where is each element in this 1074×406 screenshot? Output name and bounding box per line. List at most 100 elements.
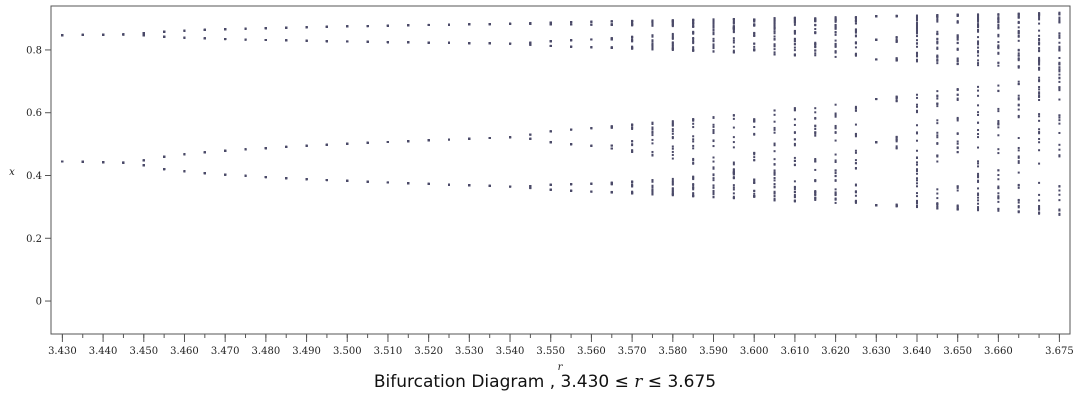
data-point	[1017, 137, 1020, 140]
data-point	[854, 18, 857, 21]
x-tick-label: 3.430	[48, 346, 77, 357]
data-point	[712, 18, 715, 21]
data-point	[977, 23, 980, 26]
data-point	[692, 162, 695, 165]
data-point	[366, 180, 369, 183]
data-point	[977, 15, 980, 18]
data-point	[895, 100, 898, 103]
data-point	[671, 19, 674, 22]
data-point	[793, 194, 796, 197]
data-point	[977, 40, 980, 43]
data-point	[977, 50, 980, 53]
data-point	[977, 89, 980, 92]
data-point	[814, 134, 817, 137]
data-point	[834, 103, 837, 106]
data-point	[773, 53, 776, 56]
data-point	[1058, 11, 1061, 14]
data-point	[956, 58, 959, 61]
data-point	[671, 23, 674, 26]
data-point	[915, 206, 918, 209]
data-point	[977, 51, 980, 54]
data-point	[692, 42, 695, 45]
data-point	[671, 47, 674, 50]
chart-title: Bifurcation Diagram , 3.430 ≤ r ≤ 3.675	[0, 372, 1074, 392]
data-point	[773, 22, 776, 24]
data-point	[1038, 128, 1041, 131]
data-point	[915, 60, 918, 63]
data-point	[753, 48, 756, 51]
data-point	[1038, 132, 1041, 135]
data-point	[997, 126, 1000, 129]
data-point	[671, 193, 674, 196]
data-point	[997, 44, 1000, 47]
x-tick-label: 3.630	[862, 346, 891, 357]
data-point	[834, 201, 837, 204]
data-point	[651, 179, 654, 182]
data-point	[834, 197, 837, 200]
data-point	[488, 23, 491, 26]
data-point	[997, 148, 1000, 151]
data-point	[529, 187, 532, 190]
data-point	[712, 139, 715, 142]
data-point	[1017, 206, 1020, 209]
data-point	[895, 39, 898, 42]
data-point	[854, 191, 857, 194]
data-point	[753, 153, 756, 156]
data-point	[1038, 91, 1041, 94]
data-point	[692, 19, 695, 22]
data-point	[732, 168, 735, 171]
data-point	[854, 159, 857, 162]
data-point	[1017, 160, 1020, 163]
data-point	[977, 174, 980, 177]
data-point	[793, 16, 796, 19]
data-point	[854, 123, 857, 126]
data-point	[956, 35, 959, 38]
data-point	[793, 107, 796, 110]
data-point	[651, 43, 654, 46]
data-point	[977, 179, 980, 182]
data-point	[692, 183, 695, 186]
data-point	[610, 147, 613, 150]
data-point	[1017, 98, 1020, 101]
data-point	[915, 204, 918, 207]
data-point	[814, 179, 817, 182]
data-point	[671, 179, 674, 182]
data-point	[936, 207, 939, 210]
data-point	[915, 93, 918, 96]
data-point	[631, 19, 634, 22]
data-point	[712, 19, 715, 22]
data-point	[1058, 212, 1061, 215]
data-point	[997, 13, 1000, 16]
data-point	[692, 157, 695, 160]
data-point	[1017, 171, 1020, 174]
data-point	[956, 41, 959, 44]
data-point	[631, 140, 634, 143]
data-point	[712, 50, 715, 53]
data-point	[793, 138, 796, 141]
data-point	[915, 109, 918, 112]
data-point	[773, 25, 776, 28]
data-point	[732, 19, 735, 22]
data-point	[854, 22, 857, 25]
data-point	[1017, 21, 1020, 24]
data-point	[773, 120, 776, 123]
data-point	[936, 204, 939, 207]
data-point	[793, 163, 796, 166]
data-point	[549, 141, 552, 144]
data-point	[712, 156, 715, 159]
data-point	[753, 178, 756, 181]
data-point	[610, 38, 613, 41]
data-point	[610, 125, 613, 128]
data-point	[753, 118, 756, 121]
data-point	[956, 34, 959, 37]
data-point	[651, 142, 654, 145]
data-point	[183, 36, 186, 39]
data-point	[712, 26, 715, 29]
data-point	[671, 189, 674, 192]
data-point	[814, 197, 817, 200]
data-point	[936, 205, 939, 208]
data-point	[854, 199, 857, 202]
data-point	[1038, 113, 1041, 116]
data-point	[977, 129, 980, 132]
data-point	[915, 161, 918, 164]
